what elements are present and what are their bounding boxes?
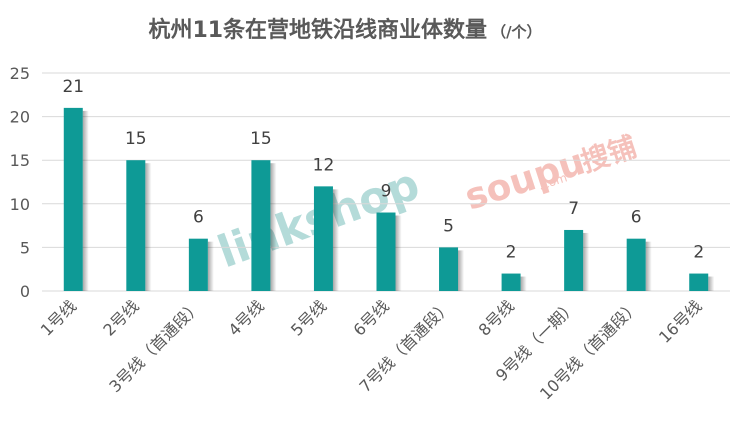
data-label: 6 bbox=[631, 208, 642, 228]
data-label: 21 bbox=[62, 77, 84, 97]
chart-title-main: 杭州11条在营地铁沿线商业体数量 bbox=[148, 17, 487, 43]
bar bbox=[501, 273, 521, 291]
x-tick-label: 5号线 bbox=[287, 296, 330, 339]
data-label: 7 bbox=[568, 199, 579, 219]
bar-shadow bbox=[332, 189, 339, 291]
bar-shadow bbox=[708, 276, 715, 291]
data-label: 6 bbox=[193, 208, 204, 228]
x-tick-label: 1号线 bbox=[37, 296, 80, 339]
bar bbox=[439, 247, 459, 291]
bar bbox=[626, 238, 646, 291]
y-tick-label: 10 bbox=[10, 195, 30, 214]
data-label: 15 bbox=[250, 129, 272, 149]
x-tick-label: 4号线 bbox=[224, 296, 267, 339]
bar bbox=[251, 160, 271, 291]
bar-shadow bbox=[583, 232, 590, 291]
y-tick-label: 25 bbox=[10, 64, 30, 83]
bars bbox=[63, 107, 715, 291]
y-tick-label: 5 bbox=[20, 238, 30, 257]
x-tick-label: 16号线 bbox=[655, 296, 705, 346]
data-label: 2 bbox=[506, 243, 517, 263]
bar-shadow bbox=[520, 276, 527, 291]
chart-title: 杭州11条在营地铁沿线商业体数量 （/个） bbox=[148, 17, 541, 43]
bar bbox=[313, 186, 333, 291]
bar-shadow bbox=[395, 215, 402, 291]
bar-shadow bbox=[207, 241, 214, 291]
bar-shadow bbox=[145, 163, 152, 291]
x-tick-label: 2号线 bbox=[99, 296, 142, 339]
bar bbox=[689, 273, 709, 291]
x-tick-label: 8号线 bbox=[475, 296, 518, 339]
data-label: 12 bbox=[313, 155, 335, 175]
bar bbox=[188, 238, 208, 291]
data-label: 5 bbox=[443, 216, 454, 236]
bar bbox=[564, 229, 584, 291]
gridlines bbox=[42, 72, 730, 292]
bar-shadow bbox=[458, 250, 465, 291]
y-axis-ticks: 0 5 10 15 20 25 bbox=[10, 64, 30, 301]
watermark-soupu: soupu .com 搜铺 bbox=[460, 130, 640, 219]
y-tick-label: 15 bbox=[10, 151, 30, 170]
bar bbox=[126, 160, 146, 291]
x-tick-label: 6号线 bbox=[350, 296, 393, 339]
bar-shadow bbox=[82, 110, 89, 291]
bar bbox=[63, 107, 83, 291]
y-tick-label: 0 bbox=[20, 282, 30, 301]
data-labels: 21 15 6 15 12 9 5 2 7 6 2 bbox=[62, 77, 704, 263]
chart-title-unit: （/个） bbox=[491, 23, 541, 41]
data-label: 2 bbox=[693, 243, 704, 263]
data-label: 15 bbox=[125, 129, 147, 149]
bar bbox=[376, 212, 396, 291]
bar-shadow bbox=[270, 163, 277, 291]
watermark-soupu-cn: 搜铺 bbox=[577, 130, 640, 179]
y-tick-label: 20 bbox=[10, 108, 30, 127]
bar-shadow bbox=[645, 241, 652, 291]
data-label: 9 bbox=[381, 182, 392, 202]
